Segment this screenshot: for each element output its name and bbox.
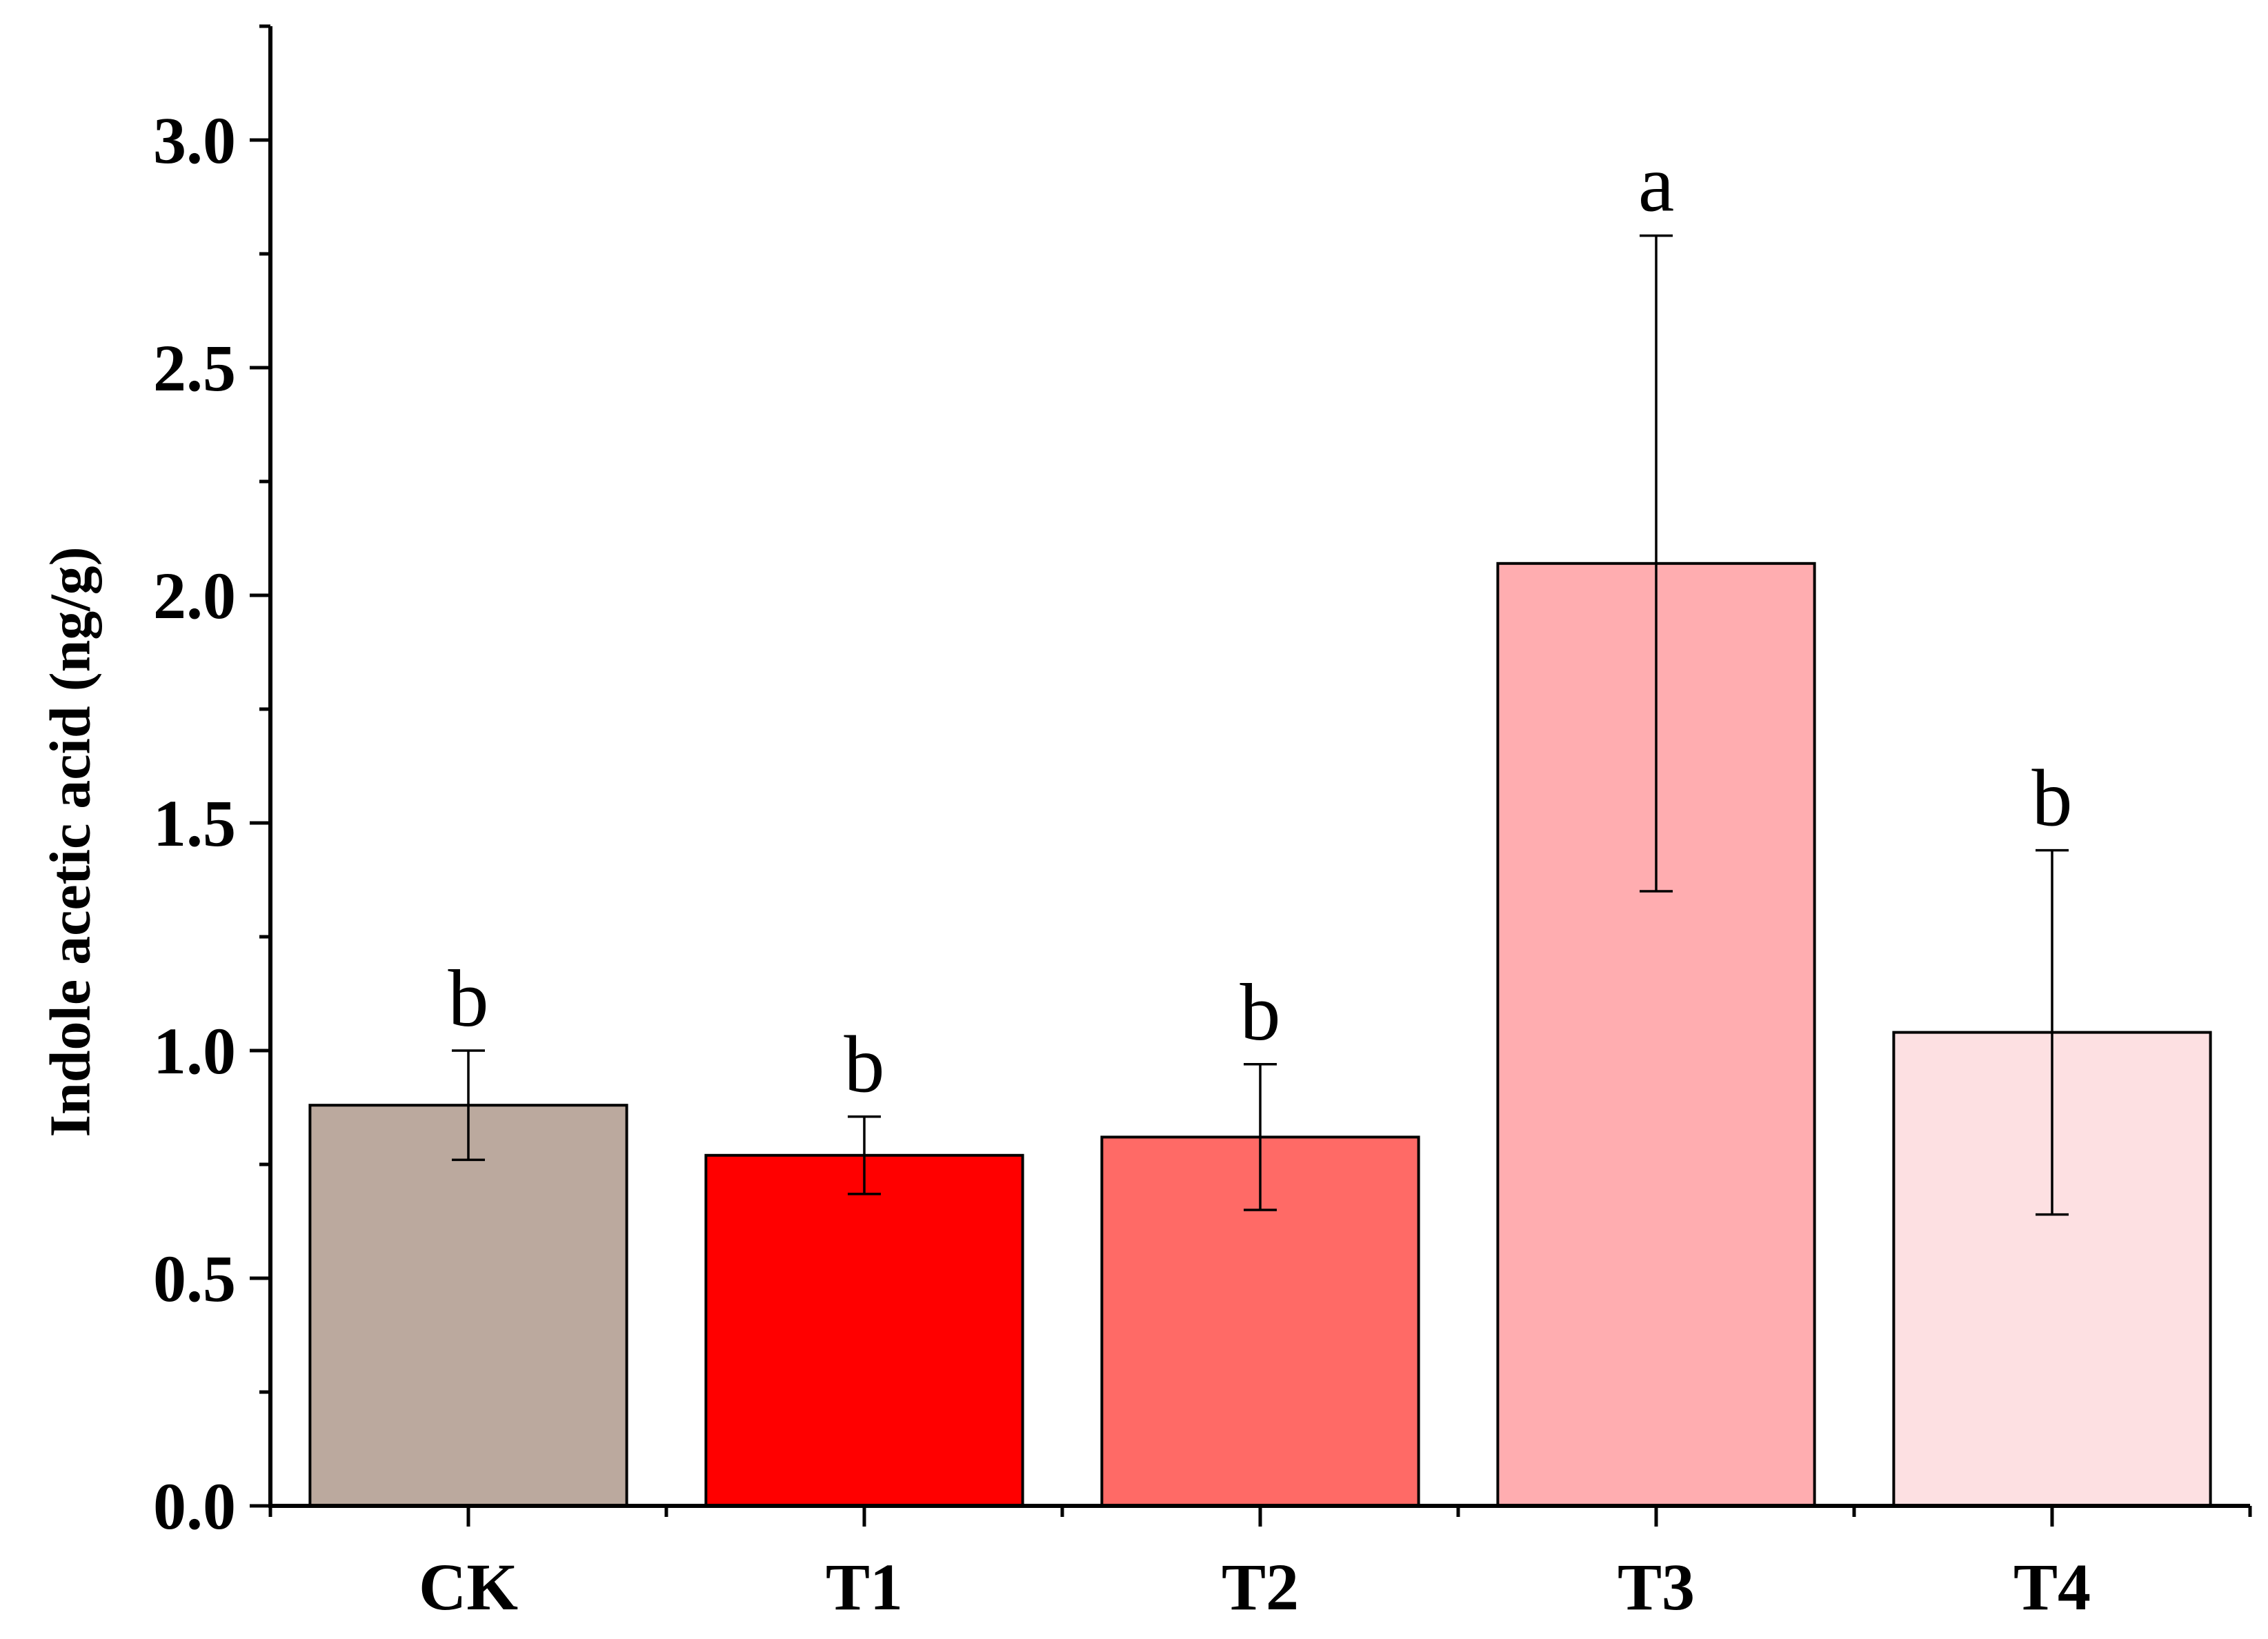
significance-labels-layer: b b b a b bbox=[448, 139, 2073, 1110]
x-tick-label-t4: T4 bbox=[2013, 1550, 2091, 1624]
y-tick-label: 2.0 bbox=[153, 559, 236, 633]
error-bar-t2 bbox=[1244, 1063, 1277, 1211]
significance-label-t2: b bbox=[1240, 967, 1281, 1057]
y-ticks-layer: 0.0 0.5 1.0 1.5 2.0 2.5 3.0 bbox=[153, 24, 270, 1543]
significance-label-ck: b bbox=[448, 953, 489, 1044]
significance-label-t3: a bbox=[1638, 139, 1674, 229]
x-tick-label-t3: T3 bbox=[1618, 1550, 1695, 1624]
error-bar-t1 bbox=[848, 1115, 881, 1195]
error-bar-ck bbox=[452, 1049, 485, 1162]
significance-label-t1: b bbox=[844, 1020, 885, 1110]
significance-label-t4: b bbox=[2032, 753, 2073, 844]
error-bar-t3 bbox=[1640, 234, 1673, 893]
bar-t1 bbox=[704, 1153, 1024, 1508]
y-tick-label: 1.0 bbox=[153, 1014, 236, 1088]
bars-layer bbox=[308, 562, 2212, 1508]
x-tick-label-t2: T2 bbox=[1222, 1550, 1299, 1624]
x-tick-label-ck: CK bbox=[419, 1550, 518, 1624]
y-tick-label: 2.5 bbox=[153, 331, 236, 405]
y-axis-title: Indole acetic acid (ng/g) bbox=[38, 546, 102, 1137]
x-ticks-layer: CK T1 T2 T3 T4 bbox=[268, 1506, 2252, 1624]
y-tick-label: 3.0 bbox=[153, 103, 236, 177]
error-bar-t4 bbox=[2036, 848, 2069, 1216]
y-tick-label: 0.5 bbox=[153, 1242, 236, 1315]
y-tick-label: 1.5 bbox=[153, 786, 236, 860]
y-tick-label: 0.0 bbox=[153, 1469, 236, 1543]
x-tick-label-t1: T1 bbox=[826, 1550, 903, 1624]
error-bars-layer bbox=[452, 234, 2069, 1216]
bar-ck bbox=[308, 1104, 628, 1507]
